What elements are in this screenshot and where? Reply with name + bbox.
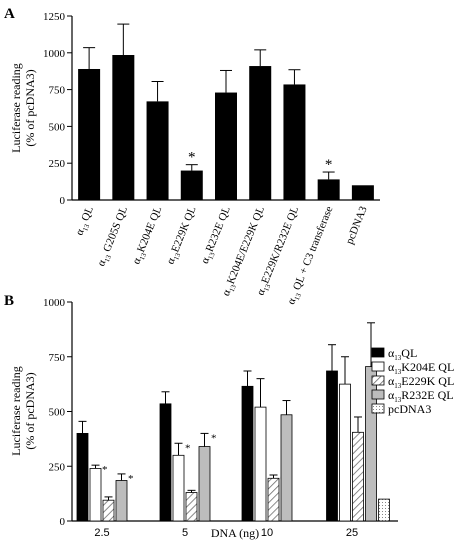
bar	[339, 383, 351, 522]
legend-label: α13QL	[388, 346, 417, 362]
bar	[283, 84, 306, 200]
bar	[102, 499, 115, 522]
x-tick-label: α13 QL	[73, 204, 97, 237]
bar	[112, 55, 135, 201]
panel-a-letter: A	[4, 6, 15, 22]
legend-swatch	[371, 403, 385, 414]
x-tick-label: 5	[182, 527, 188, 539]
bar	[215, 92, 237, 200]
legend-label: pcDNA3	[388, 402, 431, 416]
panel-b-chart: 0 250 500 750 1000 Luciferase reading (% of pc…	[9, 297, 454, 540]
bar	[241, 385, 254, 522]
y-axis-label: (% of pcDNA3)	[23, 69, 37, 146]
bar	[254, 406, 267, 522]
bar	[326, 370, 338, 522]
bar	[317, 179, 340, 200]
significance-mark: *	[211, 432, 217, 444]
significance-mark: *	[185, 442, 191, 454]
bar	[185, 492, 198, 522]
bar	[89, 468, 102, 522]
significance-mark: *	[325, 157, 333, 173]
y-tick-label: 250	[49, 461, 66, 473]
y-axis-label: (% of pcDNA3)	[23, 372, 37, 449]
y-tick-label: 750	[49, 85, 66, 97]
bar	[78, 68, 101, 200]
y-tick-label: 750	[49, 352, 66, 364]
bar	[198, 446, 211, 522]
bar	[280, 414, 293, 522]
legend-swatch	[371, 389, 385, 400]
panel-b-letter: B	[4, 293, 14, 309]
x-tick-label: 10	[261, 527, 273, 539]
y-tick-label: 1000	[43, 48, 66, 60]
bar	[249, 66, 272, 200]
x-tick-label: α13K204E QL	[130, 204, 166, 266]
legend-label: α13R232E QL	[388, 388, 454, 404]
significance-mark: *	[188, 150, 196, 166]
panel-a-chart: 0 250 500 750 1000 1250 Luciferase reading (% o…	[9, 11, 380, 306]
y-tick-label: 500	[49, 407, 66, 419]
y-axis-label: Luciferase reading	[9, 63, 23, 153]
bar	[352, 431, 364, 522]
bar	[159, 403, 172, 522]
y-tick-label: 500	[49, 121, 66, 133]
bar	[351, 185, 374, 200]
y-axis-label: Luciferase reading	[9, 366, 23, 456]
significance-mark: *	[102, 464, 108, 476]
bar	[76, 432, 89, 522]
bar	[267, 477, 280, 522]
x-tick-label: α13 G205S QL	[95, 204, 132, 268]
x-tick-label: α13R232E QL	[199, 204, 235, 266]
legend-label: α13E229K QL	[388, 374, 454, 390]
y-tick-label: 0	[60, 516, 66, 528]
bar	[180, 170, 203, 200]
y-tick-label: 250	[49, 158, 66, 170]
x-tick-label: 2.5	[94, 527, 109, 539]
x-tick-label: α13E229K QL	[164, 204, 200, 266]
bar	[378, 498, 390, 522]
y-tick-label: 0	[60, 195, 66, 207]
legend-swatch	[371, 347, 385, 358]
bar	[115, 480, 128, 522]
x-axis-label: DNA (ng)	[211, 526, 259, 540]
x-tick-label: 25	[346, 527, 358, 539]
bar	[172, 454, 185, 522]
x-tick-label: pcDNA3	[344, 204, 370, 246]
y-tick-label: 1250	[43, 11, 66, 23]
y-tick-label: 1000	[43, 297, 66, 309]
significance-mark: *	[128, 473, 134, 485]
legend-swatch	[371, 375, 385, 386]
legend-swatch	[371, 361, 385, 372]
bar	[146, 101, 169, 200]
legend-label: α13K204E QL	[388, 360, 454, 376]
